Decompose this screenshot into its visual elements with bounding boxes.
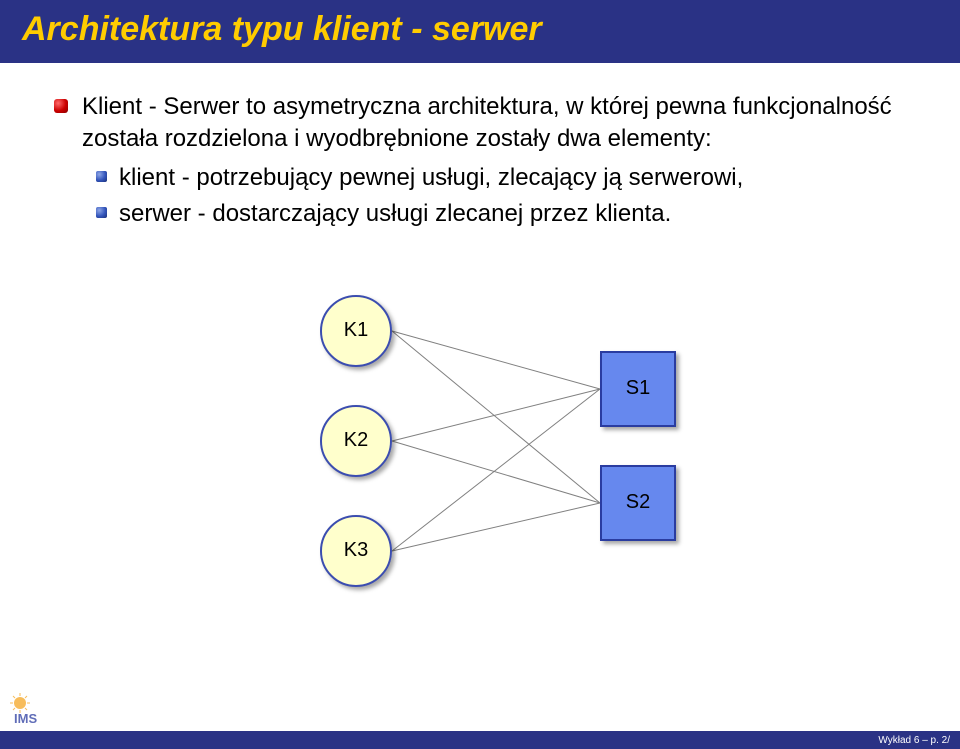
main-bullet-row: Klient - Serwer to asymetryczna architek… (54, 91, 906, 156)
sub-bullet-row: serwer - dostarczający usługi zlecanej p… (96, 198, 906, 230)
diagram-edge (392, 389, 600, 441)
server-node: S2 (600, 465, 676, 541)
client-label: K2 (344, 429, 368, 452)
client-label: K3 (344, 539, 368, 562)
bullet-sub-icon (96, 171, 107, 182)
title-bar: Architektura typu klient - serwer (0, 0, 960, 63)
client-server-diagram: K1 K2 K3 S1 S2 (200, 271, 760, 571)
footer-bar: Wykład 6 – p. 2/ (0, 731, 960, 749)
page-title: Architektura typu klient - serwer (22, 10, 542, 48)
diagram-edge (392, 441, 600, 503)
bullet-main-icon (54, 99, 68, 113)
server-label: S2 (626, 491, 650, 514)
client-node: K1 (320, 295, 392, 367)
footer-text: Wykład 6 – p. 2/ (878, 735, 950, 746)
diagram-edge (392, 331, 600, 503)
sub-bullet-row: klient - potrzebujący pewnej usługi, zle… (96, 162, 906, 194)
bullet-sub-icon (96, 207, 107, 218)
server-label: S1 (626, 377, 650, 400)
client-label: K1 (344, 319, 368, 342)
client-node: K2 (320, 405, 392, 477)
sub-bullet-list: klient - potrzebujący pewnej usługi, zle… (96, 162, 906, 231)
institution-logo: IMS (8, 693, 54, 727)
content-area: Klient - Serwer to asymetryczna architek… (0, 63, 960, 571)
diagram-edge (392, 331, 600, 389)
client-node: K3 (320, 515, 392, 587)
server-node: S1 (600, 351, 676, 427)
sub-bullet-text: serwer - dostarczający usługi zlecanej p… (119, 198, 671, 230)
diagram-edges (200, 271, 760, 571)
sub-bullet-text: klient - potrzebujący pewnej usługi, zle… (119, 162, 743, 194)
main-bullet-text: Klient - Serwer to asymetryczna architek… (82, 91, 906, 156)
logo-text: IMS (14, 711, 37, 726)
